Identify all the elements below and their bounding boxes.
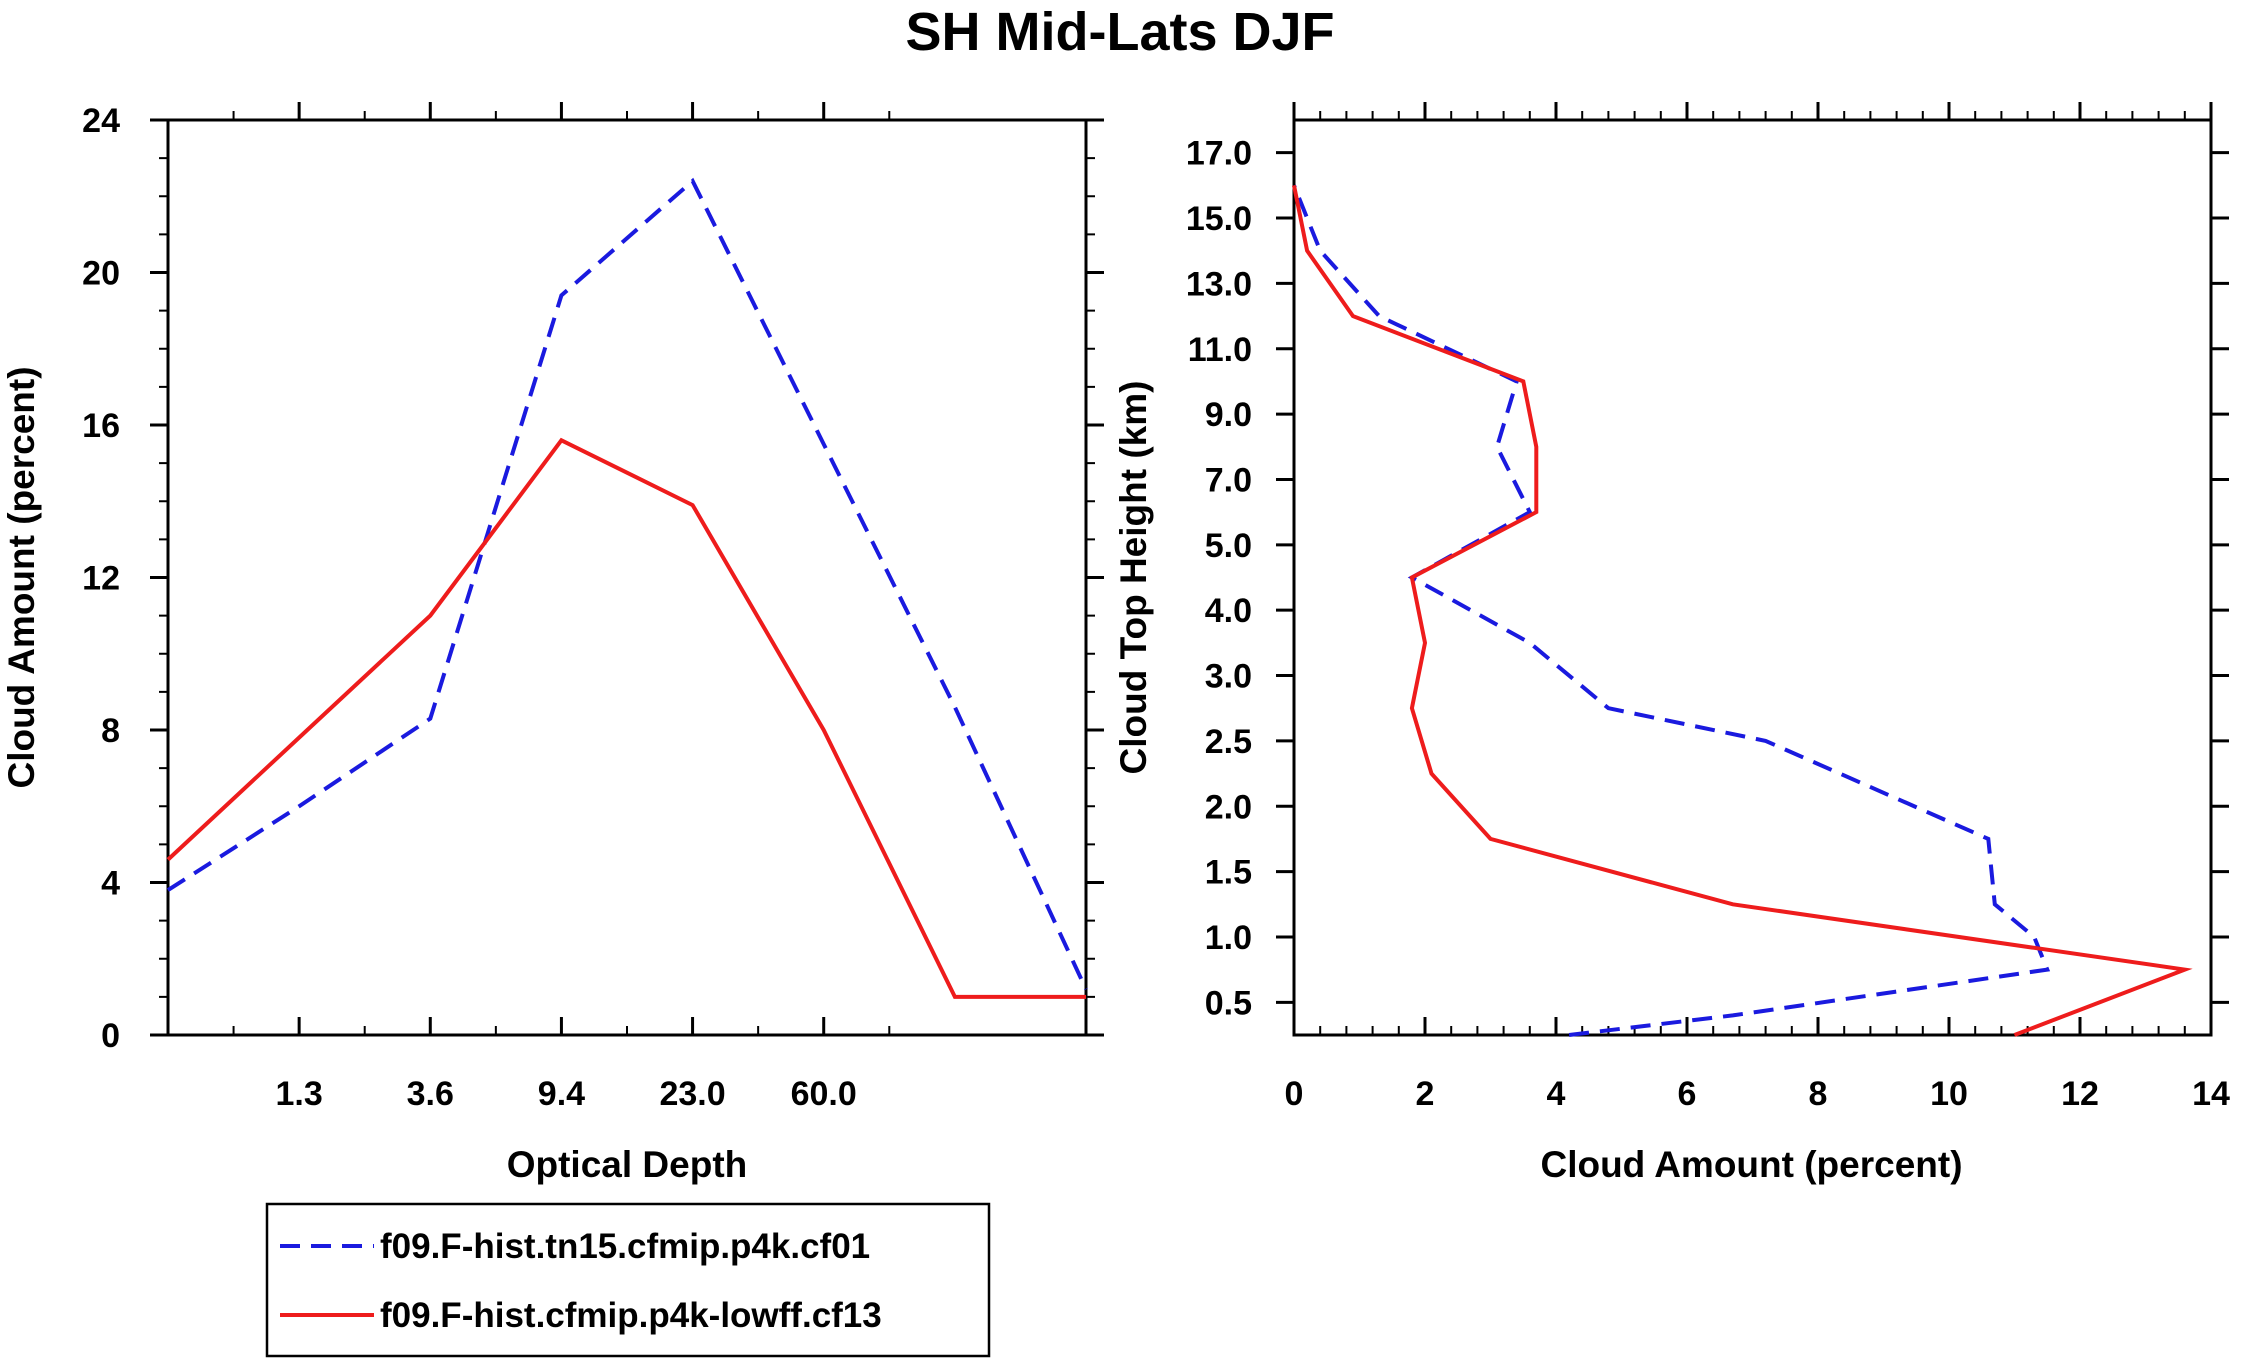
y-tick-label: 3.0 (1205, 658, 1252, 696)
plot-optical-depth: 1.3 3.6 9.4 23.0 60.0 0 4 8 12 16 20 24 Optical Dep… (1, 102, 1104, 1185)
y-tick-label: 24 (82, 102, 120, 140)
y-tick-label: 20 (82, 255, 120, 293)
tick-labels-right: 0 2 4 6 8 10 12 14 0.5 1.0 1.5 2.0 2.5 3.0 4.0 5.0 7.0 9.… (1186, 135, 2230, 1113)
x-tick-label: 2 (1416, 1075, 1435, 1113)
y-tick-label: 2.0 (1205, 788, 1252, 826)
y-tick-label: 11.0 (1188, 331, 1252, 369)
legend-box (265, 1202, 991, 1358)
y-tick-label: 9.0 (1205, 396, 1252, 434)
x-tick-label: 14 (2192, 1075, 2230, 1113)
x-tick-label: 10 (1930, 1075, 1968, 1113)
y-axis-label-right: Cloud Top Height (km) (1113, 381, 1154, 775)
legend: f09.F-hist.tn15.cfmip.p4k.cf01 f09.F-his… (265, 1202, 991, 1358)
series-line-solid (1292, 185, 2193, 1037)
x-tick-label: 8 (1809, 1075, 1828, 1113)
x-tick-label: 3.6 (407, 1075, 454, 1113)
y-tick-label: 17.0 (1186, 135, 1252, 173)
x-tick-label: 4 (1547, 1075, 1566, 1113)
legend-label-1: f09.F-hist.cfmip.p4k-lowff.cf13 (380, 1296, 882, 1335)
x-tick-label: 1.3 (276, 1075, 323, 1113)
series-line-dashed (1292, 184, 2051, 1037)
plot-cloud-top-height: 0 2 4 6 8 10 12 14 0.5 1.0 1.5 2.0 2.5 3.0 4.0 5.0 7.0 9.… (1113, 102, 2230, 1185)
y-tick-label: 8 (101, 712, 120, 750)
y-tick-label: 0 (101, 1017, 120, 1055)
chart-title: SH Mid-Lats DJF (905, 2, 1334, 62)
y-tick-label: 16 (82, 407, 120, 445)
y-tick-label: 1.0 (1205, 919, 1252, 957)
y-tick-label: 5.0 (1205, 527, 1252, 565)
y-tick-label: 15.0 (1186, 200, 1252, 238)
y-tick-label: 13.0 (1186, 265, 1252, 303)
tick-labels-left: 1.3 3.6 9.4 23.0 60.0 0 4 8 12 16 20 24 (82, 102, 857, 1113)
x-tick-label: 12 (2061, 1075, 2099, 1113)
y-tick-label: 2.5 (1205, 723, 1252, 761)
y-tick-label: 1.5 (1205, 854, 1252, 892)
y-tick-label: 4 (101, 865, 120, 903)
series-line-dashed (166, 177, 1088, 991)
series-left (166, 177, 1088, 999)
y-tick-label: 7.0 (1205, 461, 1252, 499)
series-right (1292, 184, 2193, 1037)
x-axis-label-left: Optical Depth (507, 1144, 748, 1185)
ticks-right (1276, 102, 2229, 1035)
x-tick-label: 60.0 (791, 1075, 857, 1113)
plot-frame-right (1292, 118, 2213, 1037)
x-tick-label: 23.0 (659, 1075, 725, 1113)
x-tick-label: 9.4 (538, 1075, 585, 1113)
plot-frame-left (166, 118, 1088, 1037)
series-line-solid (166, 437, 1086, 999)
x-tick-label: 0 (1285, 1075, 1304, 1113)
y-axis-label-left: Cloud Amount (percent) (1, 366, 42, 788)
x-axis-label-right: Cloud Amount (percent) (1540, 1144, 1962, 1185)
y-tick-label: 12 (82, 560, 120, 598)
legend-label-0: f09.F-hist.tn15.cfmip.p4k.cf01 (380, 1227, 870, 1266)
y-tick-label: 4.0 (1205, 592, 1252, 630)
x-tick-label: 6 (1678, 1075, 1697, 1113)
ticks-left (150, 102, 1104, 1037)
y-tick-label: 0.5 (1205, 984, 1252, 1022)
